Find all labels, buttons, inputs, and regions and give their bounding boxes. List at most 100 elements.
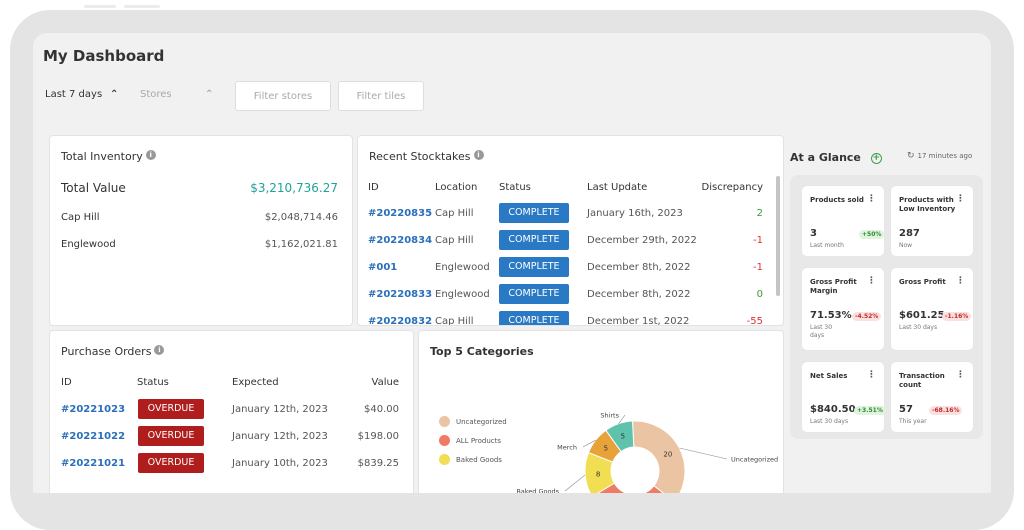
chevron-up-icon[interactable]: ⌃ bbox=[205, 89, 214, 100]
slice-value-label: 20 bbox=[663, 450, 672, 458]
purchase-orders-card: Purchase Orders i ID Status Expected Valu… bbox=[49, 330, 414, 493]
stocktake-id-link[interactable]: #001 bbox=[368, 262, 398, 273]
inventory-row-name: Cap Hill bbox=[61, 212, 100, 223]
tile-period: Last 30 days bbox=[810, 418, 849, 425]
glance-tile-products-sold[interactable]: Products sold ⋮ 3 +50% Last month bbox=[801, 185, 885, 257]
slice-category-label: Merch bbox=[557, 444, 577, 452]
purchase-order-id-link[interactable]: #20221023 bbox=[61, 404, 126, 415]
slice-leader-line bbox=[679, 447, 728, 460]
tile-title: Products with Low Inventory bbox=[899, 196, 956, 213]
last-updated: ↻ 17 minutes ago bbox=[907, 151, 972, 161]
tile-value: 287 bbox=[899, 228, 920, 239]
glance-tile-gross-profit-margin[interactable]: Gross Profit Margin ⋮ 71.53% -4.52% Last… bbox=[801, 267, 885, 351]
browser-tab-mark bbox=[84, 5, 116, 8]
card-title-text: Total Inventory bbox=[61, 150, 143, 163]
total-inventory-card: Total Inventory i Total Value $3,210,736.… bbox=[49, 135, 353, 326]
stocktake-discrepancy: 2 bbox=[756, 208, 763, 219]
glance-tile-low-inventory[interactable]: Products with Low Inventory ⋮ 287 Now bbox=[890, 185, 974, 257]
glance-tile-net-sales[interactable]: Net Sales ⋮ $840.50 +3.51% Last 30 days bbox=[801, 361, 886, 433]
tile-title: Gross Profit Margin bbox=[810, 278, 857, 295]
column-header-value: Value bbox=[371, 377, 399, 388]
more-options-icon[interactable]: ⋮ bbox=[867, 194, 876, 204]
filter-tiles-input[interactable]: Filter tiles bbox=[338, 81, 424, 111]
at-a-glance-title-text: At a Glance bbox=[790, 151, 861, 164]
column-header-last-update: Last Update bbox=[587, 182, 648, 193]
filter-stores-input[interactable]: Filter stores bbox=[235, 81, 331, 111]
more-options-icon[interactable]: ⋮ bbox=[956, 370, 965, 380]
inventory-row-value: $1,162,021.81 bbox=[264, 239, 338, 250]
stocktake-last-update: December 1st, 2022 bbox=[587, 316, 690, 326]
stocktake-last-update: December 8th, 2022 bbox=[587, 262, 691, 273]
status-badge: COMPLETE bbox=[499, 230, 569, 250]
tile-period: Last month bbox=[810, 242, 844, 249]
chevron-up-icon[interactable]: ⌃ bbox=[110, 89, 119, 100]
card-title: Top 5 Categories bbox=[430, 345, 534, 358]
column-header-status: Status bbox=[499, 182, 531, 193]
card-title: Recent Stocktakes i bbox=[369, 150, 484, 163]
stocktake-location: Cap Hill bbox=[435, 235, 474, 246]
change-badge: -4.52% bbox=[852, 312, 882, 321]
total-value-label: Total Value bbox=[61, 181, 126, 195]
stocktake-discrepancy: -1 bbox=[753, 235, 763, 246]
donut-slice-shirts[interactable] bbox=[605, 420, 635, 453]
legend-label: ALL Products bbox=[456, 437, 502, 445]
legend-swatch bbox=[439, 435, 450, 446]
slice-category-label: Shirts bbox=[600, 412, 619, 420]
info-icon[interactable]: i bbox=[473, 150, 484, 160]
card-title: Purchase Orders i bbox=[61, 345, 165, 358]
scrollbar-thumb[interactable] bbox=[776, 176, 780, 296]
legend-swatch bbox=[439, 454, 450, 465]
stocktake-discrepancy: -1 bbox=[753, 262, 763, 273]
glance-tiles-panel: Products sold ⋮ 3 +50% Last month Produc… bbox=[790, 175, 983, 439]
stocktake-id-link[interactable]: #20220835 bbox=[368, 208, 433, 219]
refresh-icon[interactable]: ↻ bbox=[907, 151, 915, 161]
stocktake-location: Englewood bbox=[435, 262, 490, 273]
more-options-icon[interactable]: ⋮ bbox=[956, 194, 965, 204]
stocktake-id-link[interactable]: #20220832 bbox=[368, 316, 433, 326]
status-badge: COMPLETE bbox=[499, 257, 569, 277]
purchase-order-id-link[interactable]: #20221022 bbox=[61, 431, 126, 442]
info-icon[interactable]: i bbox=[154, 345, 165, 355]
stocktake-location: Cap Hill bbox=[435, 316, 474, 326]
status-badge: COMPLETE bbox=[499, 203, 569, 223]
tile-value: $601.25 bbox=[899, 310, 945, 321]
purchase-order-expected: January 10th, 2023 bbox=[232, 458, 328, 469]
card-title: Total Inventory i bbox=[61, 150, 156, 163]
stocktake-id-link[interactable]: #20220833 bbox=[368, 289, 433, 300]
slice-leader-line bbox=[564, 474, 586, 492]
status-badge: COMPLETE bbox=[499, 284, 569, 304]
legend-swatch bbox=[439, 416, 450, 427]
tile-value: 3 bbox=[810, 228, 817, 239]
more-options-icon[interactable]: ⋮ bbox=[867, 370, 876, 380]
top-categories-card: Top 5 Categories Uncategorized ALL Produ… bbox=[418, 330, 784, 493]
legend-label: Baked Goods bbox=[456, 456, 502, 464]
slice-value-label: 5 bbox=[621, 433, 625, 441]
stocktake-location: Englewood bbox=[435, 289, 490, 300]
glance-tile-transaction-count[interactable]: Transaction count ⋮ 57 -68.16% This year bbox=[890, 361, 974, 433]
add-circle-icon[interactable]: + bbox=[870, 152, 882, 164]
tile-title: Transaction count bbox=[899, 372, 945, 389]
slice-value-label: 8 bbox=[596, 470, 600, 478]
info-icon[interactable]: i bbox=[145, 150, 156, 160]
tile-title: Gross Profit bbox=[899, 278, 946, 286]
tile-title: Net Sales bbox=[810, 372, 848, 380]
date-range-select[interactable]: Last 7 days bbox=[45, 89, 103, 100]
status-badge: OVERDUE bbox=[138, 426, 204, 446]
status-badge: COMPLETE bbox=[499, 311, 569, 325]
column-header-id: ID bbox=[368, 182, 379, 193]
tile-period: Last 30 days bbox=[899, 324, 938, 331]
stocktake-id-link[interactable]: #20220834 bbox=[368, 235, 433, 246]
stocktake-last-update: December 8th, 2022 bbox=[587, 289, 691, 300]
donut-slice-uncategorized[interactable] bbox=[631, 420, 686, 493]
stores-select[interactable]: Stores bbox=[140, 89, 172, 100]
column-header-id: ID bbox=[61, 377, 72, 388]
slice-category-label: Baked Goods bbox=[516, 488, 559, 494]
at-a-glance-title: At a Glance + bbox=[790, 151, 882, 164]
glance-tile-gross-profit[interactable]: Gross Profit ⋮ $601.25 -1.16% Last 30 da… bbox=[890, 267, 974, 351]
more-options-icon[interactable]: ⋮ bbox=[956, 276, 965, 286]
inventory-row-name: Englewood bbox=[61, 239, 116, 250]
more-options-icon[interactable]: ⋮ bbox=[867, 276, 876, 286]
column-header-expected: Expected bbox=[232, 377, 279, 388]
purchase-order-value: $40.00 bbox=[364, 404, 399, 415]
purchase-order-id-link[interactable]: #20221021 bbox=[61, 458, 126, 469]
